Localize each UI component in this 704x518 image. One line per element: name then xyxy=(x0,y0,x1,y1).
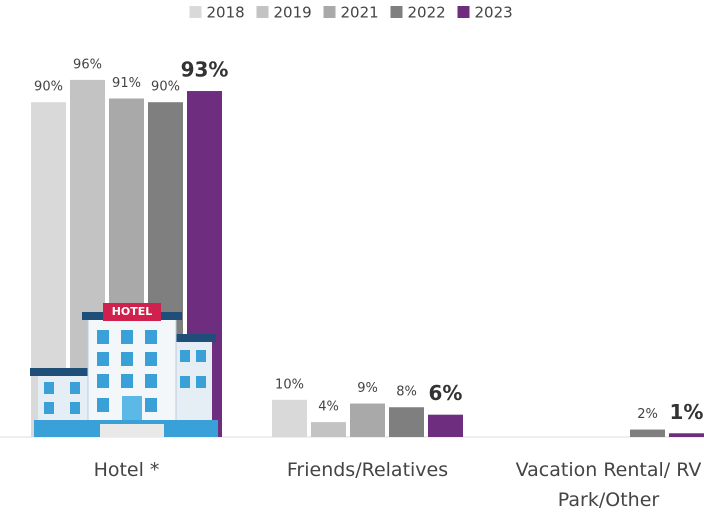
icon-label: HOTEL xyxy=(112,305,153,318)
value-label: 4% xyxy=(318,400,339,415)
bar xyxy=(669,433,704,437)
category-label: Friends/Relatives xyxy=(268,455,468,485)
value-label: 93% xyxy=(181,58,229,82)
legend-swatch xyxy=(324,6,336,18)
value-label: 90% xyxy=(151,80,180,95)
value-label: 6% xyxy=(429,381,463,405)
value-label: 9% xyxy=(357,381,378,396)
bar xyxy=(630,430,665,437)
legend-label: 2019 xyxy=(274,4,312,22)
legend-swatch xyxy=(391,6,403,18)
value-label: 2% xyxy=(637,407,658,422)
legend-swatch xyxy=(190,6,202,18)
bar xyxy=(428,415,463,437)
bar xyxy=(272,400,307,437)
legend-swatch xyxy=(458,6,470,18)
legend-swatch xyxy=(257,6,269,18)
legend-label: 2023 xyxy=(475,4,513,22)
legend-label: 2022 xyxy=(408,4,446,22)
chart: 2018201920212022202390%96%91%90%93%10%4%… xyxy=(0,0,704,518)
value-label: 8% xyxy=(396,385,417,400)
category-label: Hotel * xyxy=(27,455,227,485)
page: 2018201920212022202390%96%91%90%93%10%4%… xyxy=(0,0,704,518)
category-label: Vacation Rental/ RV Park/Other xyxy=(509,455,704,515)
value-label: 90% xyxy=(34,80,63,95)
value-label: 1% xyxy=(670,400,704,424)
value-label: 96% xyxy=(73,57,102,72)
bar xyxy=(311,422,346,437)
legend-label: 2018 xyxy=(207,4,245,22)
value-label: 10% xyxy=(275,377,304,392)
bar xyxy=(389,407,424,437)
legend-label: 2021 xyxy=(341,4,379,22)
bar xyxy=(350,404,385,437)
value-label: 91% xyxy=(112,76,141,91)
